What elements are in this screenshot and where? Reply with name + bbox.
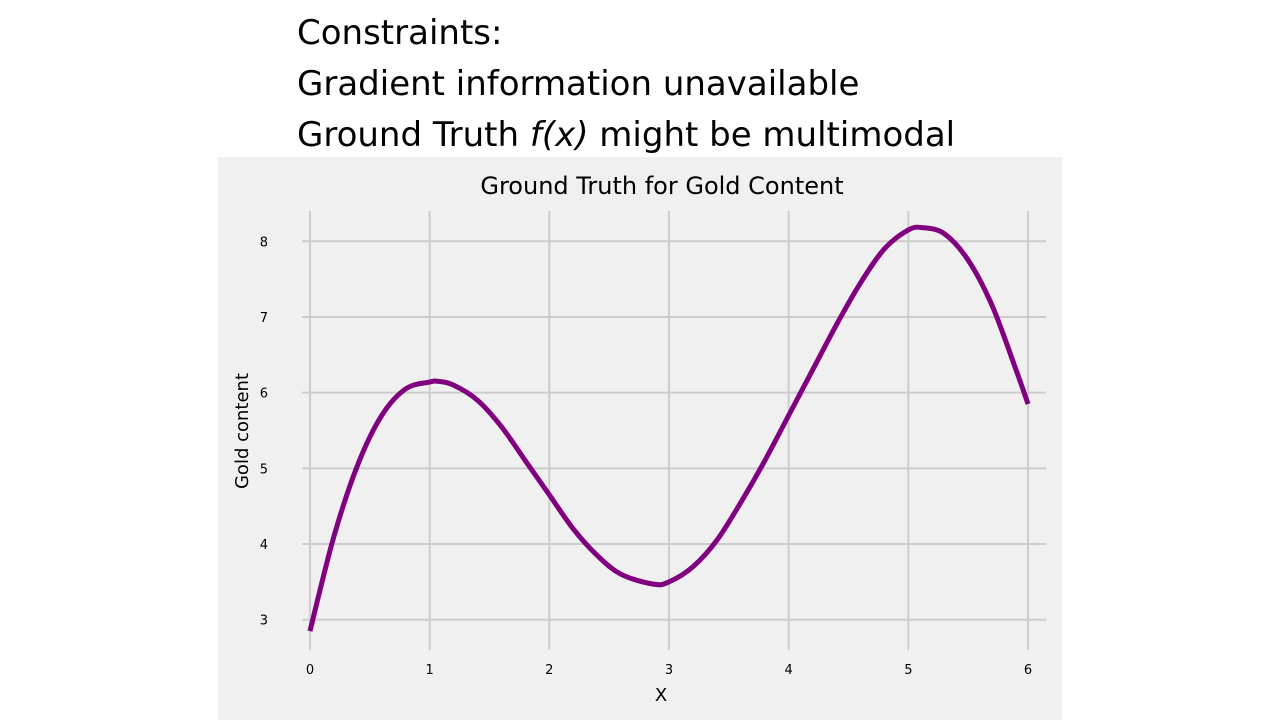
constraint-gradient: Gradient information unavailable [297, 64, 860, 104]
x-axis-label: X [655, 685, 667, 706]
x-tick-labels: 0 1 2 3 4 5 6 [306, 663, 1032, 678]
y-tick-label-0: 3 [260, 614, 268, 629]
series-line-0 [307, 224, 1031, 632]
x-tick-label-1: 1 [426, 663, 434, 678]
series-lines [307, 224, 1031, 632]
chart-panel: Ground Truth for Gold Content 0 1 2 3 4 5 6 3 4… [218, 157, 1062, 720]
y-tick-label-2: 5 [260, 462, 268, 477]
constraint-multimodal-fx: f(x) [529, 115, 589, 155]
constraint-multimodal-suffix: might be multimodal [588, 115, 956, 155]
x-tick-label-3: 3 [665, 663, 673, 678]
y-tick-labels: 3 4 5 6 7 8 [260, 235, 268, 628]
x-tick-label-4: 4 [785, 663, 793, 678]
x-tick-label-2: 2 [545, 663, 553, 678]
gold-content-chart: Ground Truth for Gold Content 0 1 2 3 4 5 6 3 4… [232, 172, 1046, 706]
grid-lines [302, 211, 1046, 650]
constraint-multimodal-prefix: Ground Truth [297, 115, 530, 155]
x-tick-label-5: 5 [904, 663, 912, 678]
chart-title: Ground Truth for Gold Content [480, 172, 843, 200]
y-axis-label: Gold content [232, 373, 253, 489]
x-tick-label-6: 6 [1024, 663, 1032, 678]
y-tick-label-4: 7 [260, 311, 268, 326]
x-tick-label-0: 0 [306, 663, 314, 678]
constraints-heading: Constraints: [297, 13, 503, 53]
constraint-multimodal: Ground Truth f(x) might be multimodal [297, 110, 955, 161]
y-tick-label-3: 6 [260, 387, 268, 402]
y-tick-label-1: 4 [260, 538, 268, 553]
constraints-text: Constraints: Gradient information unavai… [297, 8, 955, 161]
y-tick-label-5: 8 [260, 235, 268, 250]
